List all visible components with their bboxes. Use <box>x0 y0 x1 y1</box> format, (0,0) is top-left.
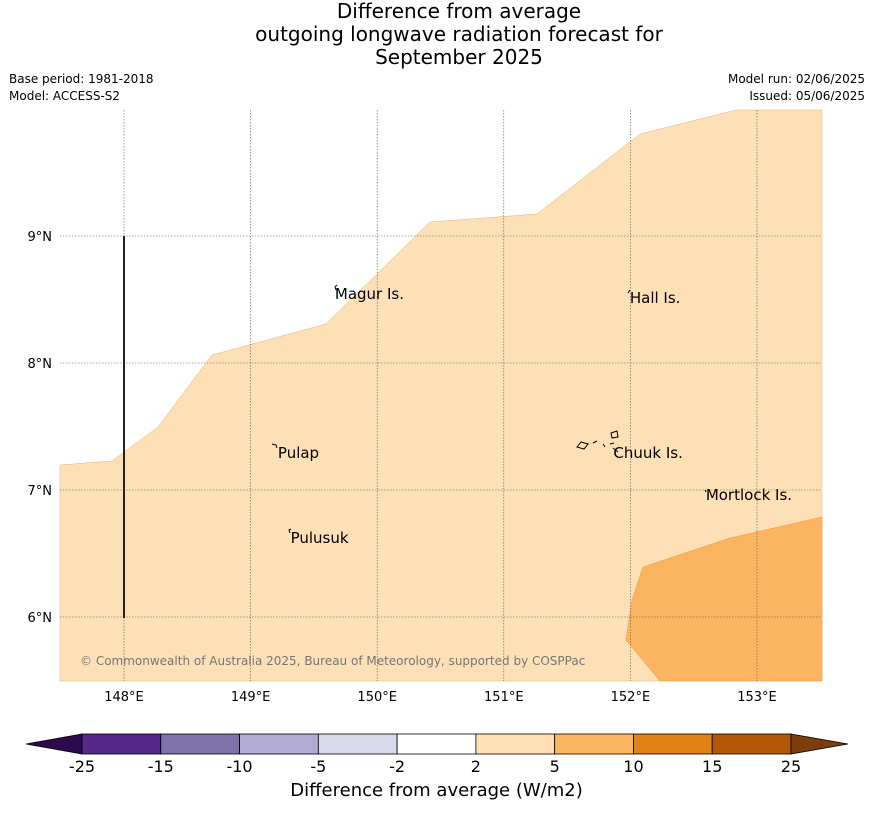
model-text: Model: ACCESS-S2 <box>9 89 121 103</box>
place-label: Magur Is. <box>335 285 404 303</box>
colorbar-tick-label: -2 <box>389 757 406 776</box>
map-title: Difference from average outgoing longwav… <box>0 0 873 69</box>
colorbar-title: Difference from average (W/m2) <box>290 780 583 801</box>
colorbar-bin <box>396 733 477 755</box>
colorbar-bin <box>554 733 634 755</box>
place-label: Pulap <box>278 444 319 462</box>
lon-tick-label: 148°E <box>104 690 144 705</box>
colorbar-tick-label: -10 <box>226 757 253 776</box>
colorbar-tick-label: -15 <box>147 757 174 776</box>
anomaly-region-5-to-10 <box>625 516 823 682</box>
colorbar-tick-label: -25 <box>68 757 96 776</box>
title-line-2: outgoing longwave radiation forecast for <box>255 22 663 46</box>
lat-tick-label: 7°N <box>28 484 53 499</box>
meta-right: Model run: 02/06/2025 Issued: 05/06/2025 <box>728 71 865 105</box>
lat-tick-label: 9°N <box>28 230 53 245</box>
colorbar-bin <box>239 733 319 755</box>
lon-tick-label: 153°E <box>737 690 777 705</box>
model-run-text: Model run: 02/06/2025 <box>727 72 865 86</box>
lon-tick-label: 150°E <box>357 690 397 705</box>
title-line-3: September 2025 <box>375 45 543 69</box>
lon-tick-label: 152°E <box>611 690 651 705</box>
place-label: Mortlock Is. <box>706 486 792 504</box>
colorbar-bin <box>711 733 792 755</box>
title-line-1: Difference from average <box>336 0 582 23</box>
colorbar-tick-label: 25 <box>780 757 802 776</box>
hall-island-outline <box>627 289 631 294</box>
pulap-island-outline <box>271 443 278 449</box>
map-plot-area: Magur Is. Hall Is. Pulap Chuuk Is. Mortlock … <box>28 109 823 705</box>
lon-tick-label: 149°E <box>231 690 271 705</box>
colorbar-bin <box>633 733 713 755</box>
copyright-notice: © Commonwealth of Australia 2025, Bureau… <box>80 654 585 668</box>
chuuk-islands-outline <box>576 430 619 453</box>
place-labels: Magur Is. Hall Is. Pulap Chuuk Is. Mortlock … <box>278 285 792 547</box>
place-label: Pulusuk <box>291 529 349 547</box>
colorbar-tick-label: 5 <box>549 757 560 776</box>
colorbar-tick-label: 2 <box>470 757 481 776</box>
lat-tick-label: 8°N <box>28 357 53 372</box>
place-label: Chuuk Is. <box>613 444 682 462</box>
lat-tick-label: 6°N <box>28 611 53 626</box>
base-period-text: Base period: 1981-2018 <box>9 72 154 86</box>
colorbar-tick-label: 10 <box>623 757 644 776</box>
colorbar-bin <box>160 733 240 755</box>
lon-tick-label: 151°E <box>484 690 524 705</box>
colorbar-bin <box>317 733 398 755</box>
colorbar-under-arrow <box>25 733 83 755</box>
colorbar <box>25 733 849 755</box>
colorbar-tick-label: -5 <box>310 757 327 776</box>
place-label: Hall Is. <box>630 289 681 307</box>
colorbar-tick-label: 15 <box>702 757 723 776</box>
pulusuk-island-outline <box>288 528 292 534</box>
magur-island-outline <box>334 284 338 291</box>
colorbar-bin <box>81 733 162 755</box>
mortlock-island-outline <box>704 489 707 493</box>
meta-left: Base period: 1981-2018 Model: ACCESS-S2 <box>9 71 154 105</box>
axis-tick-labels: 148°E 149°E 150°E 151°E 152°E 153°E 6°N 7°N 8°N 9… <box>28 230 777 705</box>
issued-text: Issued: 05/06/2025 <box>749 89 865 103</box>
colorbar-bin <box>475 733 556 755</box>
colorbar-over-arrow <box>790 733 849 755</box>
island-outlines <box>271 284 707 534</box>
